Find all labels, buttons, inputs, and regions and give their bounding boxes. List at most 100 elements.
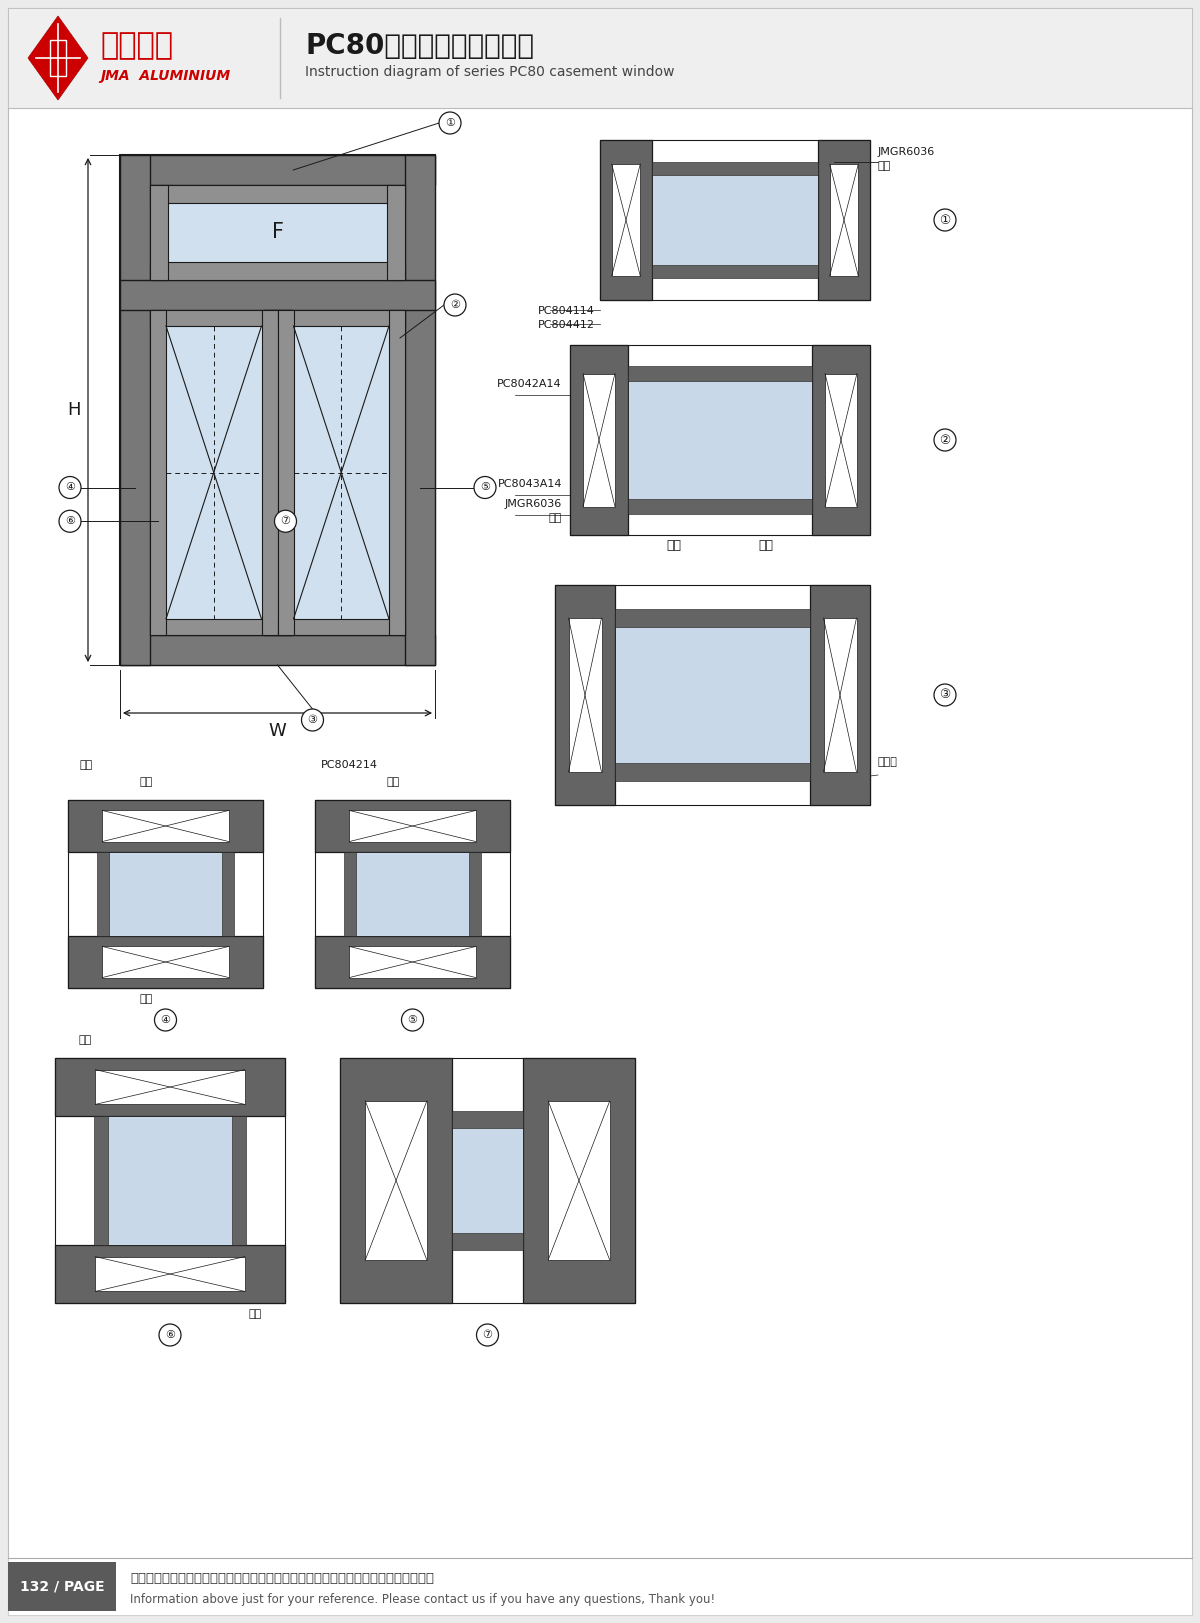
Text: 坚美铝业: 坚美铝业 — [100, 31, 173, 60]
Text: PC80系列内平开窗结构图: PC80系列内平开窗结构图 — [305, 32, 534, 60]
Bar — [452, 1110, 523, 1128]
Bar — [628, 365, 812, 381]
Circle shape — [158, 1324, 181, 1345]
Bar — [97, 852, 109, 936]
Circle shape — [59, 510, 82, 532]
Bar — [150, 185, 168, 281]
Bar — [554, 584, 870, 805]
Bar — [120, 635, 436, 665]
Text: ①: ① — [445, 118, 455, 128]
Text: 室内: 室内 — [666, 539, 682, 552]
Bar — [452, 1120, 523, 1242]
Circle shape — [934, 683, 956, 706]
Bar — [570, 346, 870, 536]
Polygon shape — [28, 16, 88, 101]
Text: ②: ② — [450, 300, 460, 310]
Text: ④: ④ — [161, 1014, 170, 1026]
Text: JMGR6036: JMGR6036 — [505, 498, 562, 510]
Text: 室外: 室外 — [248, 1310, 262, 1319]
Text: W: W — [269, 722, 287, 740]
Bar — [120, 281, 436, 310]
Text: 132 / PAGE: 132 / PAGE — [19, 1581, 104, 1594]
Bar — [616, 609, 810, 626]
Text: Information above just for your reference. Please contact us if you have any que: Information above just for your referenc… — [130, 1594, 715, 1607]
Bar — [168, 203, 386, 261]
Bar — [600, 140, 870, 300]
Text: ⑥: ⑥ — [65, 516, 74, 526]
Bar — [55, 1058, 286, 1303]
Bar — [823, 618, 857, 773]
Bar — [469, 852, 481, 936]
Bar — [120, 156, 436, 665]
Bar — [314, 936, 510, 988]
Text: ⑤: ⑤ — [408, 1014, 418, 1026]
Bar — [68, 800, 263, 852]
Circle shape — [155, 1010, 176, 1031]
Text: ④: ④ — [65, 482, 74, 492]
Circle shape — [934, 428, 956, 451]
Bar — [50, 41, 66, 76]
Text: 室外: 室外 — [758, 539, 774, 552]
Bar — [222, 852, 234, 936]
Text: ①: ① — [940, 214, 950, 227]
Text: 室内: 室内 — [386, 777, 400, 787]
Bar — [349, 946, 476, 977]
Bar — [150, 261, 406, 281]
Circle shape — [439, 112, 461, 135]
Text: 角码: 角码 — [548, 513, 562, 523]
Circle shape — [444, 294, 466, 316]
Bar — [68, 936, 263, 988]
Text: 室内: 室内 — [78, 1035, 91, 1045]
Bar — [350, 852, 475, 936]
Bar — [264, 310, 292, 635]
Circle shape — [402, 1010, 424, 1031]
Bar — [652, 162, 818, 175]
Text: 合页: 合页 — [79, 760, 92, 769]
Bar — [150, 185, 406, 203]
Text: ⑦: ⑦ — [281, 516, 290, 526]
Bar — [406, 156, 436, 665]
Text: PC8042A14: PC8042A14 — [497, 380, 562, 390]
Bar — [55, 1058, 286, 1117]
Text: 图中所示型材截面、装配、编号、尺寸及重量仅供参考。如有疑问，请向本公司查询。: 图中所示型材截面、装配、编号、尺寸及重量仅供参考。如有疑问，请向本公司查询。 — [130, 1571, 434, 1584]
Bar — [150, 310, 277, 326]
Bar — [616, 763, 810, 781]
Bar — [452, 1233, 523, 1250]
Text: 室外: 室外 — [139, 993, 152, 1005]
Text: ⑦: ⑦ — [482, 1329, 492, 1341]
Bar — [548, 1100, 610, 1259]
Bar — [569, 618, 601, 773]
Text: ⑥: ⑥ — [166, 1329, 175, 1341]
Bar — [262, 310, 277, 635]
Bar — [340, 1058, 635, 1303]
Text: F: F — [271, 222, 283, 242]
Bar — [600, 140, 652, 300]
Bar — [102, 946, 229, 977]
Text: 室内: 室内 — [139, 777, 152, 787]
Bar — [150, 618, 277, 635]
Bar — [94, 1117, 108, 1245]
Circle shape — [301, 709, 324, 730]
Bar — [818, 140, 870, 300]
Circle shape — [275, 510, 296, 532]
Bar — [344, 852, 356, 936]
Bar — [583, 373, 614, 506]
Bar — [277, 618, 406, 635]
Bar — [314, 800, 510, 988]
Bar — [628, 498, 812, 514]
Bar — [829, 164, 858, 276]
Text: PC804412: PC804412 — [538, 320, 595, 329]
Bar — [389, 310, 406, 635]
Text: ③: ③ — [940, 688, 950, 701]
Bar — [95, 1070, 245, 1104]
Bar — [277, 310, 406, 326]
Bar — [616, 618, 810, 773]
Text: ③: ③ — [307, 716, 318, 725]
Bar — [652, 169, 818, 271]
Bar — [570, 346, 628, 536]
Bar — [826, 373, 857, 506]
Bar — [810, 584, 870, 805]
Circle shape — [934, 209, 956, 230]
Bar — [120, 156, 150, 665]
Bar — [314, 800, 510, 852]
